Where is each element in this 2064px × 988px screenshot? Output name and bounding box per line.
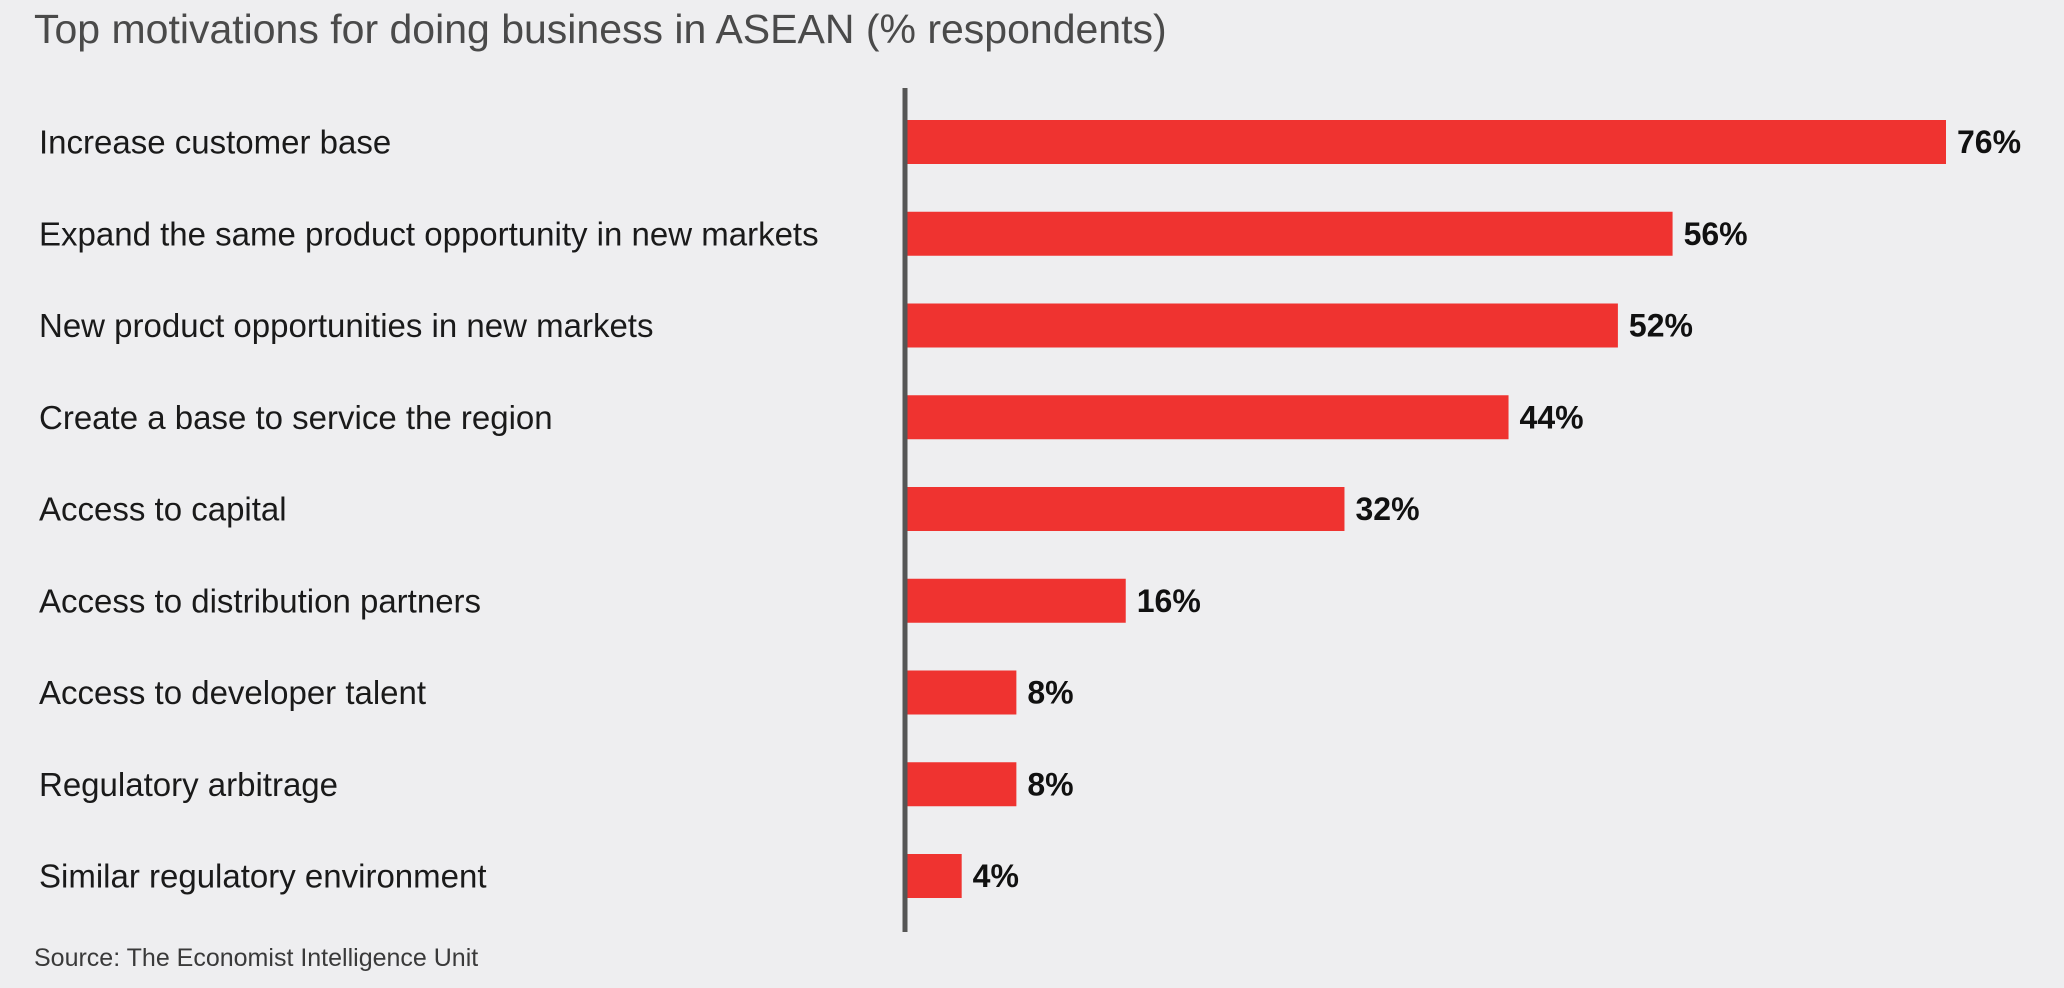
value-label: 8% — [1027, 766, 1073, 802]
category-label: Access to capital — [39, 491, 287, 528]
bar — [907, 120, 1946, 164]
value-label: 56% — [1684, 216, 1748, 252]
value-labels-layer: 76% 56% 52% 44% 32% 16% 8% 8% 4% — [973, 124, 2021, 894]
bar — [907, 211, 1673, 256]
category-label: Expand the same product opportunity in n… — [39, 215, 819, 252]
category-labels-layer: Increase customer base Expand the same pr… — [39, 124, 819, 895]
category-label: New product opportunities in new markets — [39, 307, 653, 344]
value-label: 76% — [1957, 124, 2021, 160]
bar — [907, 303, 1618, 348]
value-label: 52% — [1629, 308, 1693, 344]
category-label: Increase customer base — [39, 124, 391, 161]
category-label: Regulatory arbitrage — [39, 766, 338, 803]
category-label: Access to distribution partners — [39, 582, 481, 619]
category-label: Create a base to service the region — [39, 399, 553, 436]
bar — [907, 854, 962, 898]
value-label: 32% — [1355, 491, 1419, 527]
bars-layer — [907, 120, 1946, 898]
bar — [907, 395, 1509, 440]
bar — [907, 487, 1345, 531]
value-label: 16% — [1137, 583, 1201, 619]
value-label: 44% — [1520, 399, 1584, 435]
bar — [907, 670, 1017, 715]
value-label: 4% — [973, 858, 1019, 894]
chart-title: Top motivations for doing business in AS… — [34, 6, 1167, 52]
bar — [907, 762, 1017, 807]
category-label: Similar regulatory environment — [39, 858, 487, 895]
value-label: 8% — [1027, 675, 1073, 711]
category-label: Access to developer talent — [39, 674, 426, 711]
bar — [907, 578, 1126, 623]
source-note: Source: The Economist Intelligence Unit — [34, 944, 479, 972]
